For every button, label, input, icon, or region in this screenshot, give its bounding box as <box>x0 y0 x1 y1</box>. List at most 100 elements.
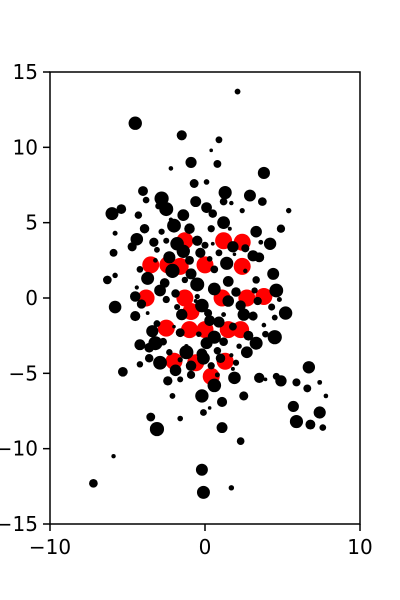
black-point <box>146 325 159 338</box>
black-point <box>248 311 258 321</box>
black-point <box>214 372 220 378</box>
black-point <box>215 249 223 257</box>
black-point <box>213 346 222 355</box>
black-point <box>313 406 326 419</box>
black-point <box>145 311 150 315</box>
black-point <box>134 285 139 290</box>
black-point <box>184 223 195 234</box>
black-point <box>271 314 278 321</box>
black-point <box>146 412 156 422</box>
x-tick-label: −10 <box>29 535 71 559</box>
black-point <box>204 315 216 326</box>
black-point <box>179 345 194 360</box>
black-point <box>195 247 206 258</box>
black-point <box>243 268 248 274</box>
black-point <box>216 396 228 408</box>
black-point <box>240 346 253 359</box>
black-point <box>207 282 221 296</box>
x-tick-label: 0 <box>199 535 212 559</box>
black-point <box>237 308 250 321</box>
black-point <box>167 218 181 233</box>
x-axis: −10 0 10 <box>29 524 373 559</box>
black-point <box>229 353 234 358</box>
black-point <box>232 359 240 366</box>
black-point <box>136 299 147 309</box>
black-point <box>243 189 256 202</box>
red-point <box>176 289 194 307</box>
black-point <box>250 225 262 238</box>
black-point <box>176 244 190 258</box>
black-point <box>162 295 170 304</box>
black-point <box>111 453 116 459</box>
black-point <box>319 424 327 431</box>
black-point <box>215 136 223 144</box>
black-point <box>159 202 174 217</box>
black-point <box>112 230 118 236</box>
black-point <box>239 207 245 214</box>
black-point <box>207 378 222 393</box>
black-point <box>253 296 262 306</box>
black-point <box>251 287 258 294</box>
black-point <box>302 361 316 374</box>
black-point <box>209 148 213 153</box>
black-point <box>138 186 148 196</box>
black-point <box>263 237 277 250</box>
black-point <box>217 216 230 230</box>
black-point <box>261 322 267 328</box>
black-point <box>136 266 144 273</box>
black-point <box>210 265 219 274</box>
black-point <box>235 300 246 311</box>
black-point <box>220 256 234 270</box>
black-point <box>130 311 141 322</box>
black-point <box>249 336 263 350</box>
black-point <box>117 366 128 377</box>
black-point <box>200 409 207 416</box>
x-tick-label: 10 <box>347 535 372 559</box>
black-point <box>267 330 282 345</box>
black-point <box>144 354 154 363</box>
black-point <box>185 268 197 280</box>
black-point <box>219 197 228 206</box>
black-point <box>207 362 215 370</box>
black-point <box>269 283 284 298</box>
black-point <box>276 296 282 303</box>
y-tick-label: −15 <box>0 512 38 536</box>
black-point <box>141 271 155 285</box>
black-point <box>305 419 316 430</box>
black-point <box>200 337 213 350</box>
black-point <box>230 366 235 371</box>
black-point <box>174 304 181 311</box>
black-point <box>128 116 142 130</box>
black-point <box>190 196 202 208</box>
black-point <box>210 241 215 246</box>
black-point <box>177 415 184 422</box>
black-point <box>252 276 260 284</box>
black-point <box>227 241 239 253</box>
black-point <box>303 384 312 393</box>
y-tick-label: −5 <box>9 361 38 385</box>
black-point <box>204 309 213 318</box>
black-point <box>166 349 173 356</box>
black-point <box>177 376 184 383</box>
black-point <box>163 237 170 244</box>
black-point <box>108 300 122 314</box>
black-point <box>163 251 176 264</box>
black-point <box>185 255 194 265</box>
black-point <box>169 393 176 399</box>
black-point <box>257 166 270 180</box>
y-tick-label: 10 <box>13 135 38 159</box>
black-point <box>201 202 212 213</box>
black-point <box>116 204 127 214</box>
black-point <box>208 209 217 218</box>
black-point <box>232 252 237 257</box>
black-point <box>158 228 165 235</box>
black-point <box>89 478 98 488</box>
black-point <box>134 211 143 219</box>
black-point <box>195 331 202 337</box>
black-point <box>175 328 185 338</box>
black-point <box>207 406 212 410</box>
black-point <box>262 330 269 338</box>
black-point <box>153 320 161 328</box>
black-point <box>105 207 119 221</box>
